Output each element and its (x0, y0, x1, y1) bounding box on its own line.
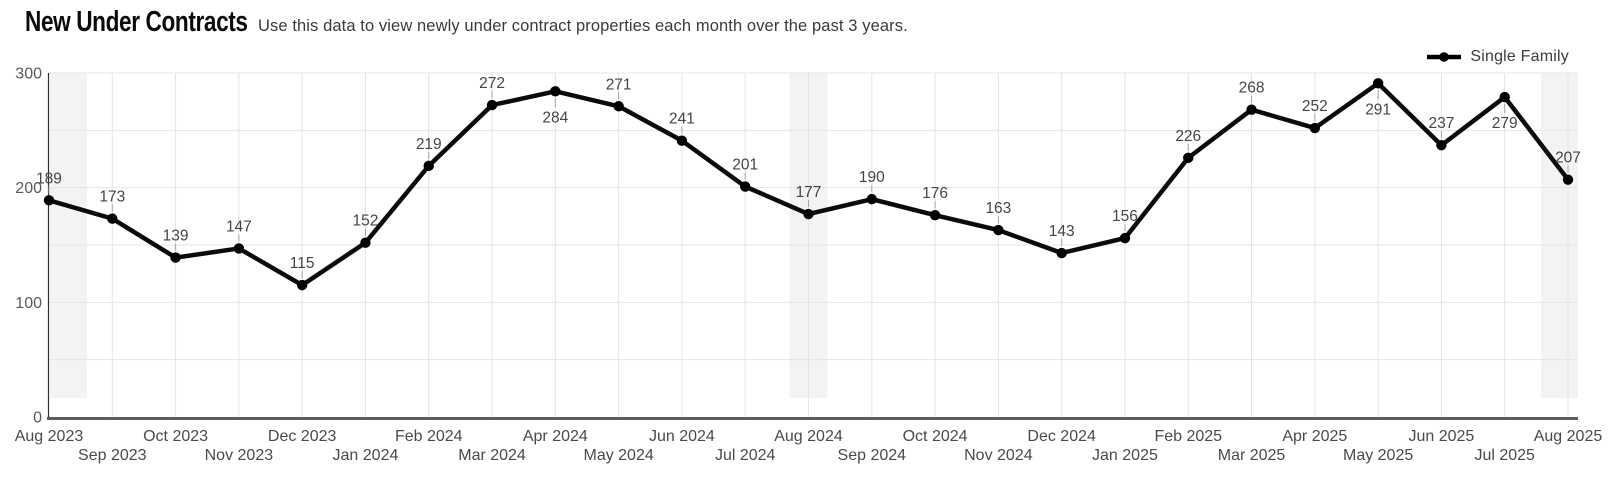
data-point-label: 156 (1112, 208, 1138, 225)
data-point[interactable] (993, 224, 1004, 236)
data-point-label: 268 (1239, 80, 1265, 97)
x-tick-label: May 2025 (1343, 447, 1413, 464)
data-point[interactable] (486, 99, 498, 111)
data-point[interactable] (1499, 91, 1510, 103)
data-point-label: 272 (479, 75, 505, 92)
x-tick-label: Jan 2025 (1092, 447, 1158, 464)
data-point[interactable] (803, 208, 814, 220)
data-point-label: 143 (1049, 223, 1075, 240)
x-tick-label: Jul 2024 (715, 447, 776, 464)
data-point[interactable] (740, 181, 751, 192)
y-tick-label: 300 (15, 66, 42, 83)
data-point[interactable] (866, 193, 877, 205)
x-tick-label: Oct 2024 (903, 428, 968, 445)
x-tick-label: Jun 2025 (1408, 428, 1474, 445)
x-tick-label: Dec 2023 (268, 428, 337, 445)
data-point[interactable] (233, 243, 245, 254)
page-title-text: New Under Contracts (25, 6, 248, 38)
data-point-label: 177 (796, 184, 822, 201)
data-point-label: 201 (732, 157, 758, 174)
x-tick-label: Sep 2024 (838, 447, 907, 464)
data-point[interactable] (423, 160, 434, 172)
data-point-label: 219 (416, 136, 442, 153)
data-point-label: 291 (1365, 101, 1391, 118)
y-tick-label: 200 (15, 180, 42, 197)
page-subtitle: Use this data to view newly under contra… (258, 17, 908, 35)
highlight-band (1541, 73, 1578, 398)
data-point-label: 241 (669, 111, 695, 128)
x-tick-label: Jun 2024 (649, 428, 715, 445)
page-title: New Under Contracts (25, 6, 310, 39)
data-point[interactable] (1562, 174, 1574, 185)
x-tick-label: Apr 2025 (1282, 428, 1347, 445)
data-point[interactable] (550, 86, 561, 97)
data-point-label: 189 (36, 170, 62, 187)
x-tick-label: Feb 2025 (1154, 428, 1222, 445)
data-point[interactable] (1246, 104, 1257, 115)
x-tick-label: Oct 2023 (143, 428, 208, 445)
data-point[interactable] (296, 279, 308, 291)
data-point-label: 237 (1428, 115, 1454, 132)
data-point-label: 173 (99, 189, 125, 206)
data-point-label: 279 (1492, 115, 1518, 132)
data-point-label: 284 (542, 109, 568, 126)
data-point[interactable] (170, 252, 181, 263)
data-point[interactable] (676, 135, 688, 146)
x-tick-label: Mar 2025 (1218, 447, 1286, 464)
legend-line-marker-icon (1427, 52, 1462, 62)
data-point-label: 147 (226, 218, 252, 235)
data-point[interactable] (107, 213, 118, 224)
data-point[interactable] (1436, 140, 1447, 151)
x-tick-label: Jan 2024 (333, 447, 399, 464)
x-tick-label: Dec 2024 (1027, 428, 1096, 445)
legend-label: Single Family (1470, 48, 1569, 65)
data-point-label: 226 (1175, 128, 1201, 145)
data-point-label: 139 (163, 228, 189, 245)
data-point[interactable] (1372, 78, 1384, 89)
chart-legend[interactable]: Single Family (1427, 48, 1569, 66)
x-tick-label: Apr 2024 (523, 428, 588, 445)
highlight-band (50, 73, 87, 398)
x-tick-label: Jul 2025 (1474, 447, 1535, 464)
data-point-label: 252 (1302, 98, 1328, 115)
data-point[interactable] (929, 209, 941, 221)
data-point-label: 207 (1555, 150, 1581, 167)
x-tick-label: Sep 2023 (78, 447, 147, 464)
data-point-label: 271 (606, 76, 632, 93)
y-tick-label: 100 (15, 295, 42, 312)
x-tick-label: Nov 2023 (205, 447, 274, 464)
data-point-label: 115 (290, 255, 315, 272)
data-point[interactable] (1056, 247, 1067, 259)
data-point-label: 176 (922, 185, 948, 202)
x-tick-label: Aug 2025 (1534, 428, 1603, 445)
data-point[interactable] (1183, 152, 1194, 164)
x-tick-label: Feb 2024 (395, 428, 463, 445)
x-tick-label: Mar 2024 (458, 447, 526, 464)
data-point[interactable] (1119, 232, 1131, 244)
x-tick-label: May 2024 (583, 447, 653, 464)
data-point[interactable] (43, 195, 55, 206)
data-point[interactable] (613, 101, 624, 112)
data-point-label: 190 (859, 169, 885, 186)
data-point-label: 152 (353, 213, 379, 230)
data-point[interactable] (1309, 122, 1321, 134)
x-tick-label: Aug 2024 (774, 428, 843, 445)
y-tick-label: 0 (33, 410, 42, 427)
data-point[interactable] (360, 237, 371, 248)
x-tick-label: Nov 2024 (964, 447, 1033, 464)
x-tick-label: Aug 2023 (15, 428, 84, 445)
data-point-label: 163 (985, 200, 1011, 217)
